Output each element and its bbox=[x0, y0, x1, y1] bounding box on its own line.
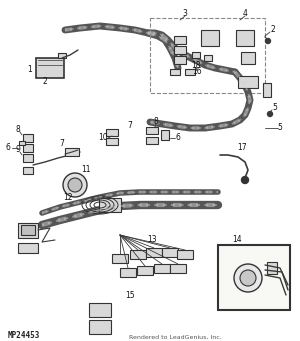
Bar bbox=[174, 46, 186, 54]
Bar bbox=[106, 137, 118, 145]
Bar bbox=[112, 253, 128, 263]
Bar bbox=[146, 248, 162, 256]
Bar bbox=[65, 148, 79, 156]
Bar bbox=[36, 58, 64, 78]
Text: 10: 10 bbox=[98, 133, 108, 143]
Text: 5: 5 bbox=[273, 104, 278, 113]
Bar bbox=[23, 154, 33, 162]
Bar bbox=[146, 136, 158, 144]
Bar bbox=[21, 225, 35, 235]
Text: 17: 17 bbox=[237, 144, 247, 152]
Text: 6: 6 bbox=[6, 144, 10, 152]
Bar bbox=[185, 69, 195, 75]
Text: 8: 8 bbox=[16, 125, 20, 134]
Bar bbox=[267, 262, 277, 274]
Circle shape bbox=[234, 264, 262, 292]
Bar bbox=[150, 18, 265, 93]
Bar bbox=[23, 166, 33, 174]
Circle shape bbox=[242, 177, 248, 183]
Bar bbox=[192, 52, 200, 58]
Text: 7: 7 bbox=[60, 139, 64, 148]
Bar bbox=[201, 30, 219, 46]
Bar bbox=[23, 134, 33, 142]
Bar bbox=[162, 248, 178, 256]
Bar bbox=[146, 127, 158, 133]
Text: 6: 6 bbox=[176, 133, 180, 143]
Bar bbox=[170, 264, 186, 272]
Circle shape bbox=[266, 39, 271, 44]
Text: 7: 7 bbox=[128, 120, 132, 130]
Bar bbox=[177, 250, 193, 258]
Text: 5: 5 bbox=[278, 123, 282, 133]
Text: 3: 3 bbox=[183, 10, 188, 18]
Bar bbox=[99, 198, 121, 212]
Circle shape bbox=[68, 178, 82, 192]
Bar bbox=[174, 56, 186, 64]
Text: 13: 13 bbox=[147, 236, 157, 244]
Bar bbox=[130, 250, 146, 258]
Bar bbox=[218, 245, 290, 310]
Bar bbox=[19, 141, 25, 145]
Bar bbox=[170, 69, 180, 75]
Bar bbox=[154, 264, 170, 272]
Bar bbox=[137, 266, 153, 275]
Text: 1: 1 bbox=[28, 65, 32, 74]
Text: Rendered to LeadGenius, Inc.: Rendered to LeadGenius, Inc. bbox=[129, 335, 221, 340]
Text: 4: 4 bbox=[243, 10, 248, 18]
Circle shape bbox=[268, 112, 272, 117]
Text: 2: 2 bbox=[271, 26, 275, 34]
Text: 16: 16 bbox=[192, 68, 202, 76]
Bar bbox=[238, 76, 258, 88]
Text: 18: 18 bbox=[191, 60, 201, 70]
Bar bbox=[174, 36, 186, 44]
Text: 9: 9 bbox=[16, 146, 20, 154]
Bar bbox=[58, 53, 66, 58]
Text: MP24453: MP24453 bbox=[8, 330, 41, 340]
Text: 11: 11 bbox=[81, 165, 91, 175]
Text: 2: 2 bbox=[43, 77, 47, 87]
Bar bbox=[120, 267, 136, 277]
Text: 14: 14 bbox=[232, 236, 242, 244]
Bar bbox=[89, 303, 111, 317]
Text: 15: 15 bbox=[125, 291, 135, 299]
Bar bbox=[106, 129, 118, 135]
Bar bbox=[18, 222, 38, 237]
Bar bbox=[23, 144, 33, 152]
Text: 8: 8 bbox=[154, 118, 158, 127]
Text: 12: 12 bbox=[63, 193, 73, 203]
Bar bbox=[241, 52, 255, 64]
Bar bbox=[204, 55, 212, 61]
Bar bbox=[236, 30, 254, 46]
Circle shape bbox=[63, 173, 87, 197]
Bar bbox=[263, 83, 271, 97]
Bar bbox=[161, 130, 169, 140]
Bar bbox=[89, 320, 111, 334]
Bar bbox=[18, 243, 38, 253]
Circle shape bbox=[240, 270, 256, 286]
